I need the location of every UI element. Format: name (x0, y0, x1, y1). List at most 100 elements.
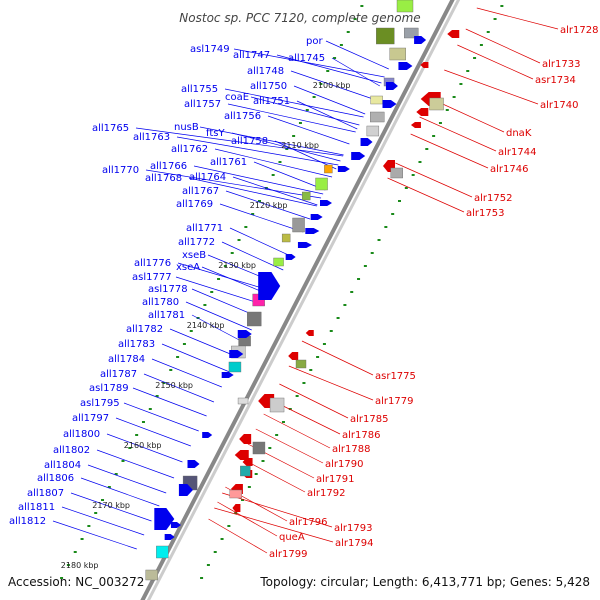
left-leader-line (151, 358, 222, 388)
right-leader-line (222, 492, 333, 528)
inner-tick-dot (189, 330, 193, 332)
forward-gene-arrow (288, 352, 299, 360)
left-leader-line (199, 126, 344, 156)
reverse-gene-arrow (337, 166, 350, 172)
inner-tick-dot (128, 447, 132, 449)
right-gene-label: alr1799 (269, 549, 307, 560)
left-leader-line (191, 314, 246, 344)
reverse-gene-arrow (351, 152, 366, 160)
inner-tick-dot (169, 369, 173, 371)
outer-tick-dot (384, 226, 388, 228)
kbp-tick-label: 2160 kbp (124, 441, 162, 450)
right-gene-label: alr1793 (334, 523, 372, 534)
gene-block (315, 177, 328, 191)
inner-tick-dot (319, 83, 323, 85)
gene-block (281, 233, 291, 243)
kbp-tick-label: 2110 kbp (281, 141, 319, 150)
outer-tick-dot (268, 447, 272, 449)
right-gene-label: alr1779 (375, 396, 413, 407)
gene-block (145, 569, 158, 581)
right-gene-label: alr1744 (498, 147, 536, 158)
left-leader-line (229, 227, 291, 257)
gene-block (370, 111, 385, 123)
left-gene-label: asl1777 (132, 272, 172, 283)
left-gene-label: all1764 (189, 172, 226, 183)
right-gene-label: alr1790 (325, 459, 363, 470)
kbp-tick-label: 2130 kbp (218, 261, 256, 270)
kbp-tick-label: 2140 kbp (187, 321, 225, 330)
inner-tick-dot (60, 577, 64, 579)
reverse-gene-arrow (305, 228, 320, 234)
reverse-gene-arrow (414, 36, 427, 44)
reverse-gene-arrow (154, 508, 175, 530)
inner-tick-dot (87, 525, 91, 527)
forward-gene-block (252, 441, 266, 455)
left-gene-label: all1750 (250, 81, 287, 92)
right-leader-line (457, 44, 534, 80)
left-gene-label: all1782 (126, 324, 163, 335)
gene-block (366, 125, 380, 137)
outer-tick-dot (241, 499, 245, 501)
left-gene-label: all1755 (181, 84, 218, 95)
gene-block (389, 47, 406, 61)
right-gene-label: alr1752 (474, 193, 512, 204)
left-gene-label: ftsY (206, 128, 225, 139)
right-gene-label: queA (279, 532, 305, 543)
right-leader-line (387, 177, 465, 213)
left-gene-label: all1772 (178, 237, 215, 248)
forward-gene-arrow (420, 62, 429, 68)
reverse-gene-arrow (164, 534, 175, 540)
outer-tick-dot (418, 161, 422, 163)
reverse-gene-arrow (170, 522, 181, 528)
reverse-gene-arrow (237, 330, 252, 338)
outer-tick-dot (357, 278, 361, 280)
forward-gene-arrow (242, 458, 253, 466)
outer-tick-dot (425, 148, 429, 150)
kbp-tick-labels: 2100 kbp 2110 kbp 2120 kbp 2130 kbp 2140 kbp… (61, 81, 351, 570)
left-leader-line (52, 520, 137, 550)
right-gene-label: asr1775 (375, 371, 416, 382)
inner-tick-dot (360, 5, 364, 7)
left-gene-label: asl1778 (148, 284, 188, 295)
forward-gene-arrow (416, 108, 429, 116)
left-leader-line (231, 132, 341, 162)
outer-tick-dot (473, 57, 477, 59)
accession-label: Accession: NC_003272 (8, 575, 144, 589)
left-leader-line (96, 449, 175, 479)
outer-tick-dot (247, 486, 251, 488)
left-gene-label: all1804 (44, 460, 81, 471)
outer-tick-dot (377, 239, 381, 241)
reverse-gene-arrow (178, 484, 193, 496)
left-leader-line (227, 103, 356, 133)
gene-block (273, 257, 284, 267)
genome-summary: Topology: circular; Length: 6,413,771 bp… (259, 575, 590, 589)
left-leader-line (176, 136, 339, 166)
inner-tick-dot (251, 213, 255, 215)
right-gene-label: alr1786 (342, 430, 380, 441)
inner-tick-dot (346, 31, 350, 33)
left-gene-label: all1768 (145, 173, 182, 184)
outer-tick-dot (398, 200, 401, 202)
left-leader-line (232, 176, 318, 206)
inner-tick-dot (258, 200, 261, 202)
inner-tick-dot (66, 564, 70, 566)
outer-tick-dot (206, 564, 210, 566)
left-gene-label: all1745 (288, 53, 325, 64)
left-gene-label: all1771 (186, 223, 223, 234)
left-leader-line (132, 387, 207, 417)
left-gene-label: all1776 (134, 258, 171, 269)
left-gene-label: nusB (174, 122, 199, 133)
left-gene-label: all1751 (253, 96, 290, 107)
left-leader-line (188, 177, 317, 207)
inner-tick-dot (182, 343, 186, 345)
inner-tick-dot (114, 473, 118, 475)
inner-tick-dot (148, 408, 152, 410)
reverse-gene-arrow (398, 62, 413, 70)
outer-tick-dot (234, 512, 238, 514)
left-gene-label: all1797 (72, 413, 109, 424)
right-gene-label: alr1785 (350, 414, 388, 425)
inner-tick-dot (285, 148, 289, 150)
reverse-gene-arrow (221, 372, 234, 378)
forward-gene-block (240, 465, 251, 477)
